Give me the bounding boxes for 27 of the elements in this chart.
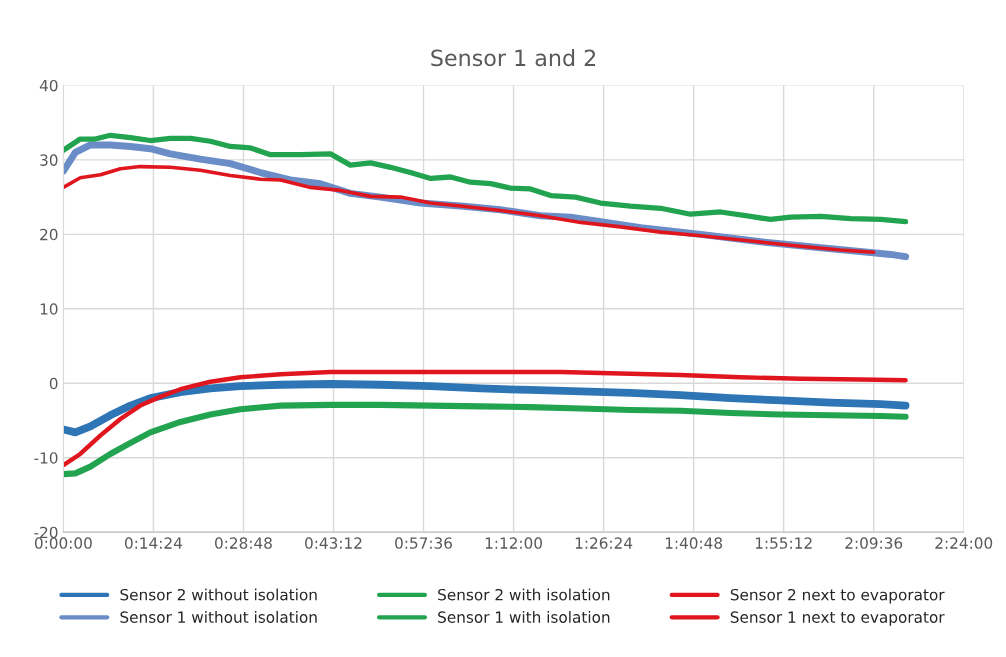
y-tick-label: 30 — [40, 154, 58, 166]
line-series — [63, 164, 876, 255]
y-tick-label: 10 — [40, 303, 58, 315]
line-series — [63, 369, 908, 468]
x-tick-label: 0:57:36 — [395, 537, 453, 549]
y-tick-label: -20 — [34, 526, 58, 539]
x-tick-label: 1:40:48 — [665, 537, 723, 549]
legend-label: Sensor 2 with isolation — [438, 588, 610, 601]
legend-label: Sensor 1 next to evaporator — [730, 611, 945, 626]
y-tick-label: 20 — [40, 228, 58, 241]
x-tick-label: 1:55:12 — [755, 537, 812, 549]
x-tick-label: 1:12:00 — [485, 537, 542, 549]
x-tick-label: 0:14:24 — [124, 537, 183, 549]
legend-label: Sensor 2 next to evaporator — [730, 588, 945, 604]
x-tick-label: 2:09:36 — [845, 537, 903, 549]
y-tick-label: 0 — [49, 377, 58, 390]
x-tick-label: 0:28:48 — [215, 537, 272, 549]
x-tick-label: 2:24:00 — [935, 537, 993, 549]
legend-label: Sensor 2 without isolation — [120, 588, 317, 601]
x-tick-label: 0:00:00 — [34, 537, 92, 549]
legend-label: Sensor 1 without isolation — [120, 611, 317, 623]
y-tick-label: 40 — [39, 79, 58, 92]
x-tick-label: 1:26:24 — [575, 537, 633, 549]
x-tick-label: 0:43:12 — [305, 537, 362, 549]
legend-label: Sensor 1 with isolation — [438, 611, 610, 623]
y-tick-label: -10 — [34, 452, 58, 464]
chart-title: Sensor 1 and 2 — [431, 49, 596, 67]
